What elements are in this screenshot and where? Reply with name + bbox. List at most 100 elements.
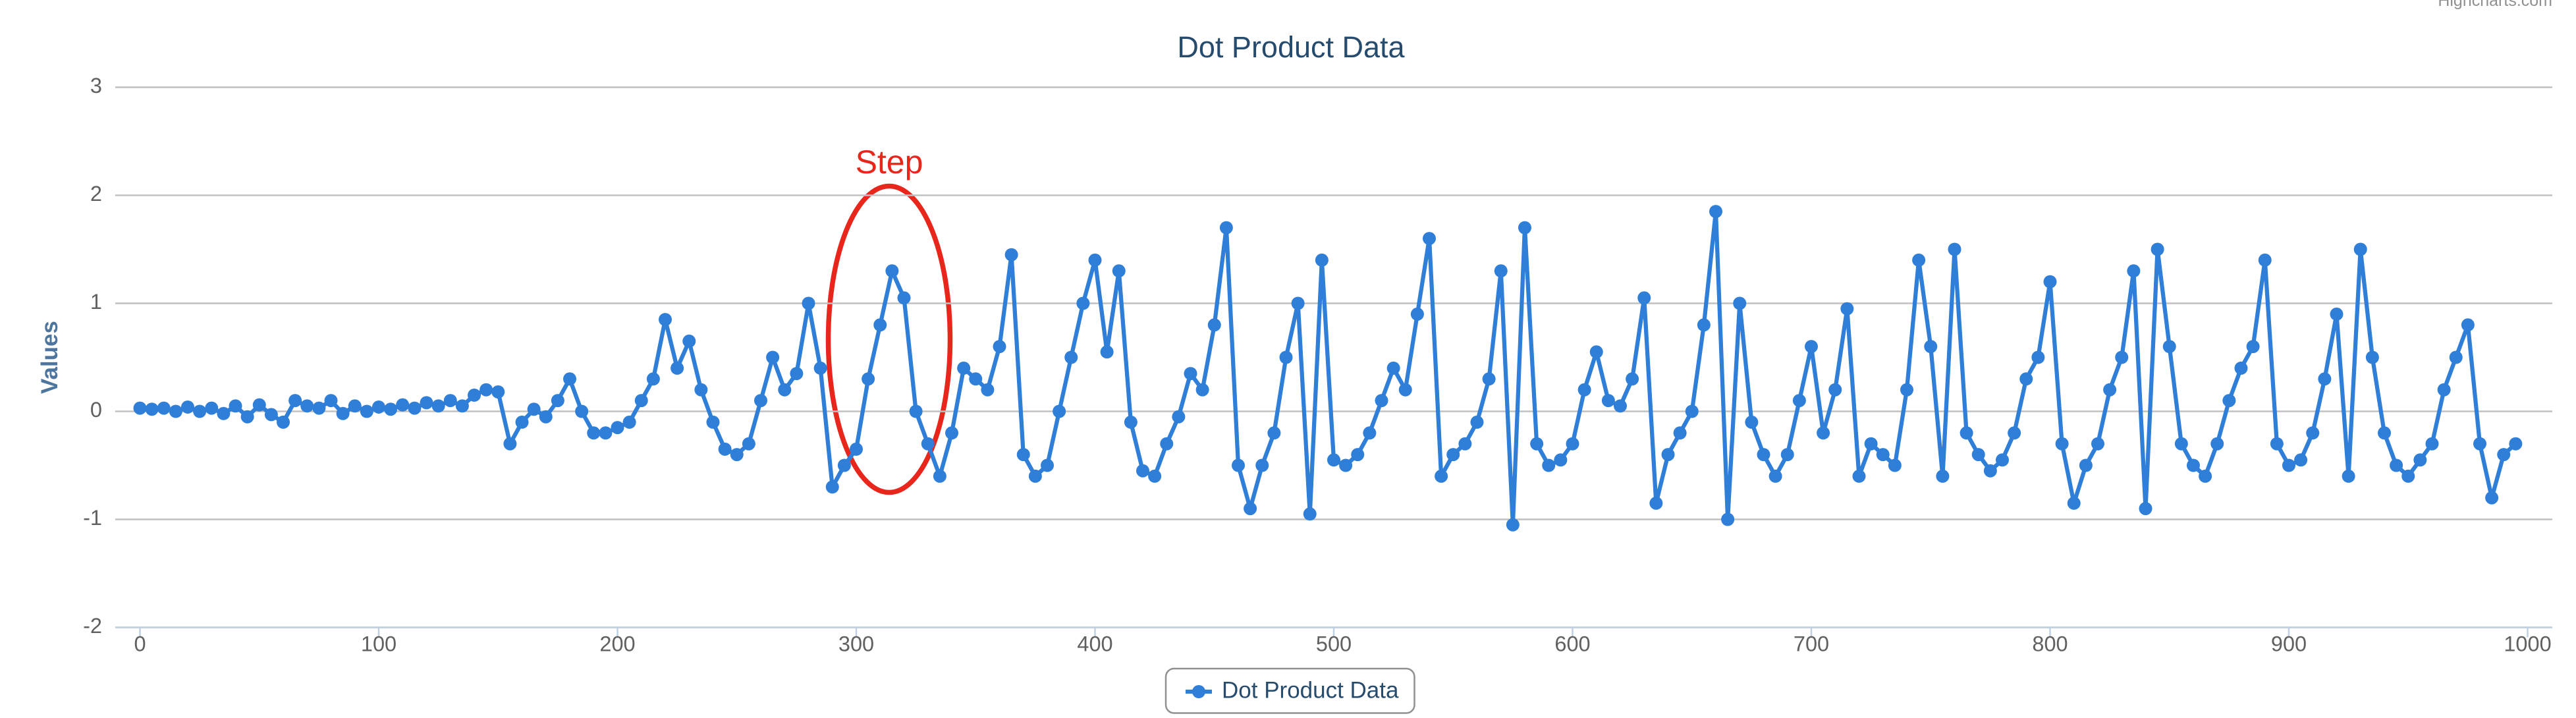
data-point <box>1589 345 1603 359</box>
data-point <box>1542 458 1556 472</box>
data-point <box>1386 361 1400 375</box>
data-point <box>240 410 254 424</box>
x-tick-label: 500 <box>1316 632 1352 656</box>
data-point <box>2079 458 2093 472</box>
data-point <box>2413 453 2427 467</box>
data-point <box>1577 383 1591 397</box>
data-point <box>1936 469 1950 483</box>
data-point <box>480 383 493 397</box>
data-point <box>515 415 529 429</box>
data-point <box>850 442 863 456</box>
data-point <box>1518 221 1531 235</box>
data-point <box>2509 437 2523 451</box>
data-point <box>2306 426 2320 440</box>
data-point <box>1291 296 1305 310</box>
data-point <box>348 399 362 413</box>
data-point <box>611 421 624 435</box>
data-point <box>2162 340 2176 354</box>
data-point <box>396 398 410 412</box>
data-point <box>1792 394 1806 408</box>
data-point <box>1232 458 1245 472</box>
y-tick-label: -2 <box>83 614 102 638</box>
legend-box <box>1165 667 1415 714</box>
data-point <box>1983 464 1997 478</box>
x-tick-label: 0 <box>134 632 146 656</box>
data-point <box>897 291 911 305</box>
data-point <box>193 404 207 418</box>
data-point <box>1446 448 1460 462</box>
data-point <box>1888 458 1902 472</box>
data-point <box>1780 448 1794 462</box>
data-point <box>300 399 314 413</box>
data-point <box>384 402 398 416</box>
data-point <box>1828 383 1842 397</box>
data-point <box>157 401 171 415</box>
y-tick-label: 3 <box>90 74 102 97</box>
annotation-ellipse <box>825 183 953 495</box>
data-point <box>324 394 338 408</box>
data-point <box>1458 437 1472 451</box>
data-point <box>1435 469 1448 483</box>
data-point <box>2187 458 2200 472</box>
legend-symbol-marker <box>1192 685 1205 698</box>
data-point <box>921 437 935 451</box>
data-point <box>837 458 851 472</box>
data-point <box>730 448 744 462</box>
chart-title: Dot Product Data <box>1177 30 1405 64</box>
data-point <box>1064 350 1078 364</box>
data-point <box>1626 372 1639 386</box>
data-point <box>1136 464 1149 478</box>
x-tick-label: 300 <box>838 632 874 656</box>
data-point <box>2282 458 2295 472</box>
data-point <box>1768 469 1782 483</box>
data-point <box>2067 496 2081 510</box>
data-point <box>2390 458 2403 472</box>
data-point <box>2378 426 2391 440</box>
x-tick-label: 100 <box>361 632 397 656</box>
data-point <box>133 401 147 415</box>
data-point <box>1852 469 1866 483</box>
data-point <box>671 361 684 375</box>
data-point <box>2258 253 2272 267</box>
data-point <box>587 426 601 440</box>
data-point <box>1948 242 1961 256</box>
data-point <box>1864 437 1878 451</box>
x-tick-label: 900 <box>2271 632 2307 656</box>
data-point <box>1028 469 1042 483</box>
data-point <box>527 402 541 416</box>
data-point <box>778 383 792 397</box>
data-point <box>2222 394 2236 408</box>
data-point <box>1745 415 1759 429</box>
data-point <box>2210 437 2224 451</box>
data-point <box>1112 264 1126 278</box>
data-point <box>1673 426 1687 440</box>
data-point <box>1614 399 1627 413</box>
data-point <box>1219 221 1233 235</box>
data-point <box>563 372 576 386</box>
data-point <box>1339 458 1353 472</box>
data-point <box>945 426 958 440</box>
data-point <box>2234 361 2248 375</box>
data-point <box>706 415 720 429</box>
data-point <box>2270 437 2284 451</box>
x-tick-label: 800 <box>2032 632 2068 656</box>
data-point <box>1351 448 1365 462</box>
x-tick-label: 1000 <box>2504 632 2551 656</box>
data-point <box>2008 426 2021 440</box>
data-point <box>909 404 923 418</box>
data-point <box>205 401 219 415</box>
data-point <box>1255 458 1269 472</box>
data-point <box>277 415 290 429</box>
y-tick-label: 0 <box>90 398 102 422</box>
credits: Highcharts.com <box>2438 0 2552 10</box>
data-point <box>1721 512 1735 526</box>
data-point <box>659 313 672 327</box>
data-point <box>957 361 971 375</box>
data-point <box>2246 340 2260 354</box>
data-point <box>2019 372 2033 386</box>
data-point <box>1912 253 1926 267</box>
y-tick-label: 1 <box>90 290 102 314</box>
data-point <box>1327 453 1340 467</box>
data-point <box>1267 426 1281 440</box>
